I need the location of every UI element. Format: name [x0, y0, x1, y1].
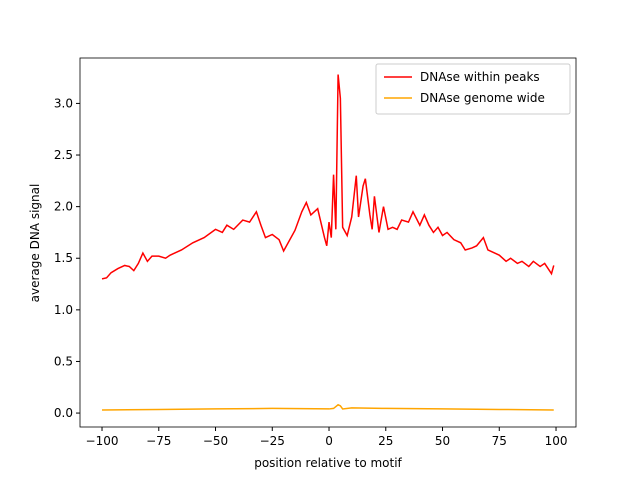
y-axis-label: average DNA signal — [28, 184, 42, 303]
y-tick-label: 0.5 — [54, 354, 73, 368]
y-tick-label: 1.5 — [54, 251, 73, 265]
legend-label: DNAse genome wide — [420, 91, 545, 105]
x-tick-label: −25 — [260, 434, 285, 448]
line — [102, 403, 554, 411]
x-tick-label: 25 — [378, 434, 393, 448]
x-tick-label: 0 — [325, 434, 333, 448]
legend-label: DNAse within peaks — [420, 70, 540, 84]
y-tick-label: 2.0 — [54, 200, 73, 214]
x-tick-label: 50 — [435, 434, 450, 448]
y-tick-label: 1.0 — [54, 303, 73, 317]
y-tick-label: 2.5 — [54, 148, 73, 162]
plot-frame — [79, 57, 577, 428]
x-tick-label: −100 — [86, 434, 119, 448]
x-tick-label: −75 — [146, 434, 171, 448]
x-tick-label: 75 — [492, 434, 507, 448]
line — [101, 74, 555, 280]
x-tick-label: 100 — [545, 434, 568, 448]
legend-box — [375, 63, 571, 115]
y-tick-label: 3.0 — [54, 96, 73, 110]
y-tick-label: 0.0 — [54, 406, 73, 420]
x-tick-label: −50 — [203, 434, 228, 448]
x-axis-label: position relative to motif — [254, 456, 402, 470]
